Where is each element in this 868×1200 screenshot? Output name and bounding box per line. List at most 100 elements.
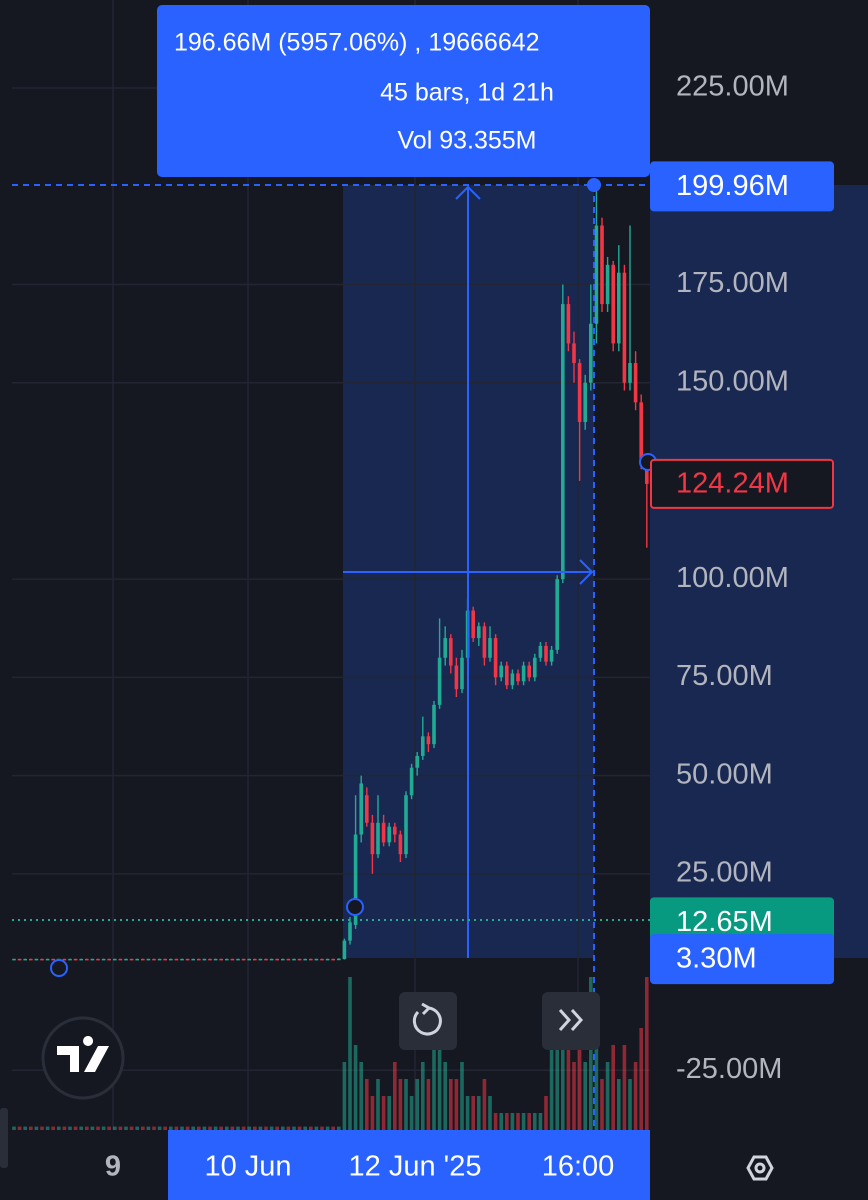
- candle-body: [213, 958, 218, 961]
- candle-body: [521, 665, 526, 682]
- reset-button[interactable]: [399, 992, 457, 1050]
- candle-body: [622, 272, 627, 383]
- candle-body: [124, 958, 128, 961]
- candle-body: [247, 958, 251, 961]
- volume-bar: [572, 1062, 576, 1130]
- volume-bar: [258, 1126, 263, 1130]
- volume-bar: [544, 1096, 548, 1130]
- arrow-head: [455, 185, 481, 200]
- candle-body: [432, 704, 436, 745]
- time-label: 9: [105, 1151, 121, 1183]
- candle-body: [365, 795, 369, 823]
- settings-button[interactable]: [746, 1155, 774, 1181]
- candle-body: [309, 958, 313, 961]
- time-label: 16:00: [542, 1151, 615, 1183]
- volume-bar: [45, 1126, 50, 1130]
- measure-overlay: [12, 178, 657, 1130]
- volume-bar: [152, 1126, 156, 1130]
- price-label: 199.96M: [650, 161, 834, 212]
- candle-body: [269, 958, 274, 961]
- gear-icon[interactable]: [746, 1155, 774, 1181]
- candle-body: [583, 382, 587, 422]
- candle-body: [90, 958, 95, 961]
- anchor: [587, 178, 601, 192]
- candle-body: [79, 958, 83, 961]
- volume-bar: [331, 1126, 335, 1130]
- button-bg[interactable]: [542, 992, 600, 1050]
- volume-bar: [510, 1113, 515, 1130]
- volume-bar: [505, 1113, 509, 1130]
- candle-body: [135, 958, 139, 961]
- candle-body: [29, 958, 33, 961]
- scroll-button[interactable]: [542, 992, 600, 1050]
- volume-bar: [23, 1126, 27, 1130]
- volume-bar: [415, 1079, 419, 1130]
- candle-body: [208, 958, 212, 961]
- measure-tooltip: [157, 5, 650, 177]
- candle-body: [628, 363, 632, 383]
- volume-bar: [611, 1045, 615, 1130]
- volume-bar: [398, 1079, 403, 1130]
- candle-body: [600, 225, 604, 305]
- volume-bar: [146, 1126, 151, 1130]
- reset-icon: [412, 1006, 442, 1036]
- candle-body: [314, 958, 319, 961]
- tv-logo[interactable]: [41, 1016, 125, 1100]
- volume-bar: [247, 1126, 251, 1130]
- candle-body: [482, 626, 487, 658]
- candle-body: [12, 958, 16, 961]
- volume-bar: [297, 1126, 302, 1130]
- volume-bar: [180, 1126, 184, 1130]
- volume-bar: [370, 1096, 375, 1130]
- volume-bar: [129, 1126, 134, 1130]
- volume-bar: [437, 1045, 442, 1130]
- volume-bar: [101, 1126, 106, 1130]
- candle-body: [370, 822, 375, 855]
- volume-bar: [253, 1126, 257, 1130]
- candle-body: [387, 826, 391, 843]
- volume-bar: [213, 1126, 218, 1130]
- candle-body: [477, 626, 481, 639]
- price-label-bg: [650, 934, 834, 985]
- candle-body: [68, 958, 72, 961]
- candle-body: [219, 958, 223, 961]
- candle-body: [533, 657, 537, 678]
- price-label-bg: [650, 458, 834, 509]
- volume-bar: [409, 1096, 414, 1130]
- candle-body: [404, 795, 408, 855]
- candle-body: [538, 645, 543, 658]
- candle-body: [17, 958, 22, 961]
- button-bg[interactable]: [399, 992, 457, 1050]
- y-tick-label: 150.00M: [676, 365, 789, 397]
- candle-body: [303, 958, 307, 961]
- volume-bar: [124, 1126, 128, 1130]
- volume-bar: [421, 1062, 425, 1130]
- side-tab[interactable]: [0, 1108, 8, 1168]
- candle-body: [152, 958, 156, 961]
- volume-bar: [342, 1062, 347, 1130]
- volume-bar: [577, 1028, 582, 1130]
- time-label: 10 Jun: [204, 1151, 291, 1183]
- candle-body: [113, 958, 117, 961]
- candle-body: [577, 363, 582, 422]
- volume-bar: [118, 1126, 123, 1130]
- volume-bar: [141, 1126, 145, 1130]
- volume-bar: [29, 1126, 33, 1130]
- price-label: 124.24M: [650, 458, 834, 509]
- volume-bar: [527, 1113, 531, 1130]
- logo-circle[interactable]: [41, 1016, 125, 1100]
- candle-body: [230, 958, 235, 961]
- volume-bar: [230, 1126, 235, 1130]
- candle-body: [197, 958, 201, 961]
- tooltip-line: 196.66M (5957.06%) , 19666642: [174, 29, 540, 57]
- volume-bar: [381, 1096, 386, 1130]
- volume-bar: [135, 1126, 139, 1130]
- y-tick-label: 225.00M: [676, 71, 789, 103]
- candle-body: [549, 649, 554, 662]
- volume-bar: [353, 1045, 358, 1130]
- candle-body: [493, 638, 498, 678]
- volume-bar: [85, 1126, 89, 1130]
- tooltip-line: 45 bars, 1d 21h: [380, 79, 554, 107]
- volume-bar: [208, 1126, 212, 1130]
